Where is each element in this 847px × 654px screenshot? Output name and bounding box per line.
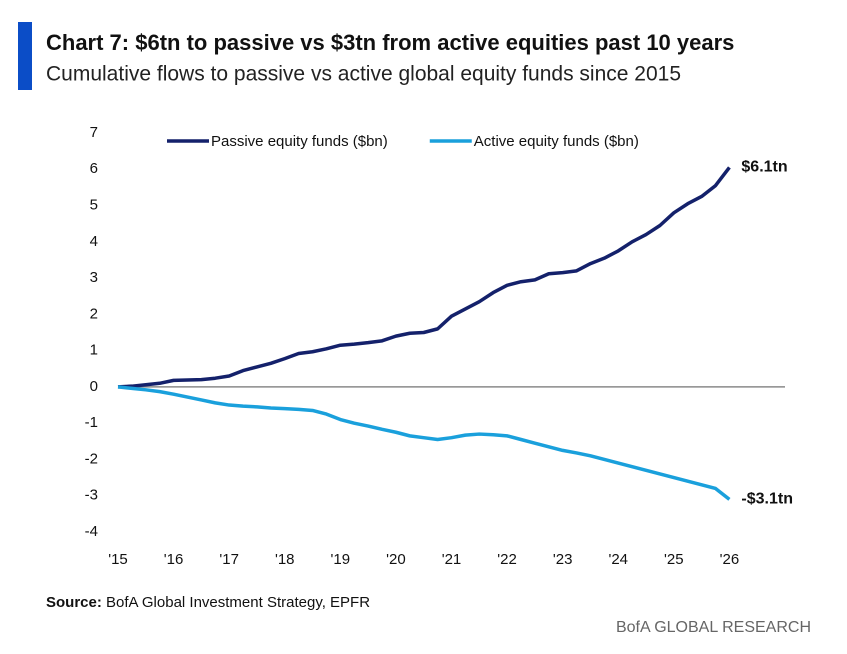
x-tick-label: '20 (386, 551, 406, 568)
x-tick-label: '21 (442, 551, 462, 568)
x-tick-label: '23 (553, 551, 573, 568)
y-tick-label: 4 (90, 233, 98, 250)
end-label: $6.1tn (741, 159, 787, 176)
y-tick-label: 5 (90, 197, 98, 214)
series-line (117, 385, 731, 501)
end-label: -$3.1tn (741, 491, 793, 508)
y-tick-label: -3 (85, 487, 98, 504)
y-tick-label: -1 (85, 414, 98, 431)
x-tick-label: '18 (275, 551, 295, 568)
y-tick-label: 6 (90, 160, 98, 177)
legend-label: Active equity funds ($bn) (474, 133, 639, 150)
y-tick-label: 1 (90, 342, 98, 359)
y-tick-label: -4 (85, 523, 98, 540)
accent-bar (18, 22, 32, 90)
y-tick-label: 7 (90, 124, 98, 141)
x-tick-label: '22 (497, 551, 517, 568)
x-tick-label: '15 (108, 551, 128, 568)
y-tick-label: 0 (90, 378, 98, 395)
x-tick-label: '25 (664, 551, 684, 568)
y-tick-label: 3 (90, 269, 98, 286)
source: Source: BofA Global Investment Strategy,… (46, 594, 370, 611)
x-tick-label: '26 (720, 551, 740, 568)
x-tick-label: '17 (219, 551, 239, 568)
chart-subtitle: Cumulative flows to passive vs active gl… (46, 63, 681, 86)
legend-label: Passive equity funds ($bn) (211, 133, 388, 150)
y-tick-label: 2 (90, 305, 98, 322)
x-tick-label: '16 (164, 551, 184, 568)
y-tick-label: -2 (85, 450, 98, 467)
x-tick-label: '24 (608, 551, 628, 568)
series-line (117, 166, 731, 389)
chart-title: Chart 7: $6tn to passive vs $3tn from ac… (46, 30, 734, 55)
x-tick-label: '19 (331, 551, 351, 568)
source-label: Source: (46, 594, 102, 611)
source-text: BofA Global Investment Strategy, EPFR (106, 594, 370, 611)
branding: BofA GLOBAL RESEARCH (616, 619, 811, 636)
